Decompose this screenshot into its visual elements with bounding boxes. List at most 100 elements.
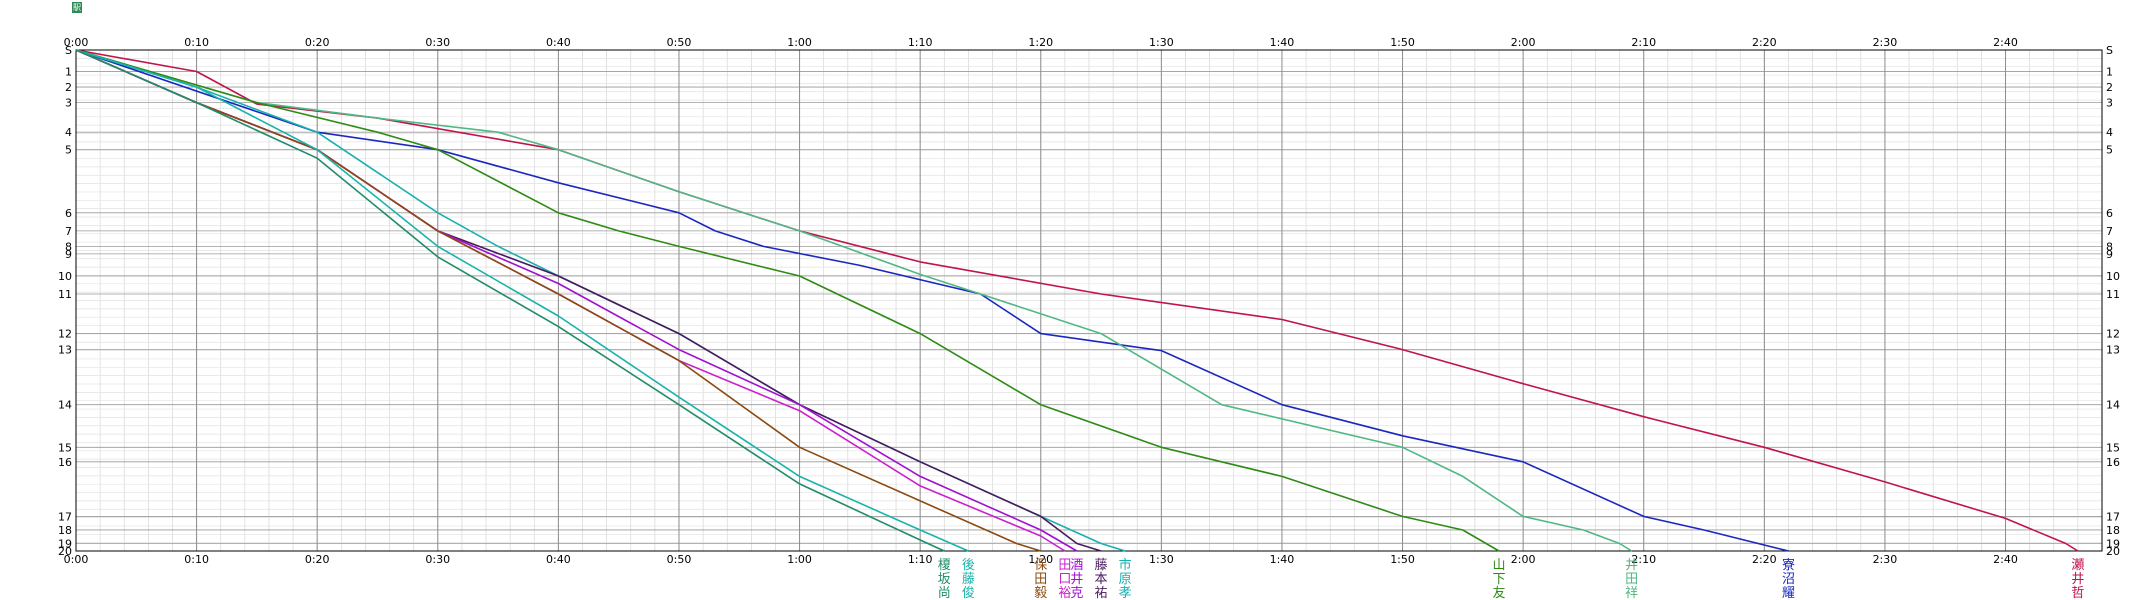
x-tick-label-bottom: 1:30 [1149,553,1174,566]
y-tick-label-left: 1 [65,66,72,79]
y-tick-label-left: 18 [58,524,72,537]
x-tick-label-top: 2:20 [1752,36,1777,49]
y-tick-label-left: 9 [65,248,72,261]
y-tick-label-left: S [65,44,72,57]
x-tick-label-top: 1:30 [1149,36,1174,49]
legend-entry: 山下友 [1493,558,1506,600]
y-tick-label-left: 11 [58,288,72,301]
y-tick-label-right: 6 [2106,207,2113,220]
x-tick-label-bottom: 1:00 [787,553,812,566]
x-tick-label-bottom: 1:20 [1028,553,1053,566]
series-lines [75,49,2079,552]
legend-entry: 寮沼耀 [1782,557,1795,600]
y-tick-label-left: 16 [58,456,72,469]
y-tick-label-right: 2 [2106,81,2113,94]
series-line [75,49,945,552]
series-line [75,49,969,552]
y-tick-label-right: 14 [2106,399,2120,412]
y-tick-label-left: 8 [65,240,72,253]
y-tick-label-left: 13 [58,344,72,357]
y-tick-label-left: 20 [58,545,72,558]
y-tick-label-right: 13 [2106,344,2120,357]
y-tick-label-left: 6 [65,207,72,220]
y-tick-label-right: 4 [2106,126,2113,139]
y-tick-label-left: 2 [65,81,72,94]
y-tick-label-right: 1 [2106,66,2113,79]
x-tick-label-bottom: 1:50 [1390,553,1415,566]
x-tick-label-top: 0:00 [64,36,89,49]
x-axis-top: 0:00 0:10 0:20 0:30 0:40 0:50 1:00 1:10 1:20 1:30… [64,36,2018,49]
header-badge: 駅 [72,2,82,13]
y-tick-label-right: 11 [2106,288,2120,301]
x-tick-label-top: 2:10 [1631,36,1656,49]
legend-entry: 酒井克 [1070,558,1083,600]
x-tick-label-bottom: 0:30 [425,553,450,566]
legend-entry: 瀬井哲 [2071,558,2084,600]
x-tick-label-bottom: 0:10 [184,553,209,566]
major-grid [75,50,2007,551]
x-tick-label-top: 1:10 [908,36,933,49]
y-tick-label-left: 19 [58,537,72,550]
y-tick-label-left: 12 [58,328,72,341]
legend-entry: 藤本祐 [1095,558,1108,600]
x-tick-label-top: 1:20 [1028,36,1053,49]
x-tick-label-bottom: 2:40 [1993,553,2018,566]
y-tick-label-right: 9 [2106,248,2113,261]
x-tick-label-top: 0:40 [546,36,571,49]
x-tick-label-top: 0:50 [667,36,692,49]
y-tick-label-left: 15 [58,441,72,454]
y-tick-label-left: 10 [58,270,72,283]
y-tick-label-left: 7 [65,225,72,238]
x-tick-label-top: 1:50 [1390,36,1415,49]
x-tick-label-top: 0:30 [425,36,450,49]
x-tick-label-bottom: 2:10 [1631,553,1656,566]
series-line [75,49,1042,552]
legend-entry: 保田毅 [1034,558,1047,600]
x-tick-label-top: 1:00 [787,36,812,49]
x-tick-label-bottom: 0:00 [64,553,89,566]
x-tick-label-bottom: 0:20 [305,553,330,566]
y-tick-label-right: 19 [2106,537,2120,550]
legend-entry: 井田祥 [1625,558,1638,600]
y-tick-label-left: 14 [58,399,72,412]
y-tick-label-right: 17 [2106,510,2120,523]
x-tick-label-top: 2:00 [1511,36,1536,49]
y-tick-label-right: 16 [2106,456,2120,469]
series-line [75,49,1633,552]
x-axis-bottom: 0:00 0:10 0:20 0:30 0:40 0:50 1:00 1:10 1:20 1:30… [64,553,2018,566]
plot-frame [75,49,2103,552]
y-tick-label-right: 20 [2106,545,2120,558]
y-tick-label-left: 5 [65,144,72,157]
x-tick-label-bottom: 2:20 [1752,553,1777,566]
x-tick-label-bottom: 1:10 [908,553,933,566]
legend-entry: 市原孝 [1119,557,1132,600]
y-tick-label-left: 17 [58,510,72,523]
x-tick-label-bottom: 2:30 [1873,553,1898,566]
y-tick-label-right: 10 [2106,270,2120,283]
x-tick-label-bottom: 0:40 [546,553,571,566]
series-line [75,49,1500,552]
y-tick-label-right: 15 [2106,441,2120,454]
x-tick-label-top: 1:40 [1270,36,1295,49]
y-tick-label-right: S [2106,44,2113,57]
x-tick-label-top: 0:20 [305,36,330,49]
x-tick-label-bottom: 2:00 [1511,553,1536,566]
y-tick-label-right: 3 [2106,97,2113,110]
y-tick-label-right: 7 [2106,225,2113,238]
y-tick-label-right: 12 [2106,328,2120,341]
x-tick-label-top: 2:30 [1873,36,1898,49]
x-tick-label-bottom: 0:50 [667,553,692,566]
minor-grid [75,50,2103,551]
y-tick-label-left: 4 [65,126,72,139]
y-tick-label-right: 5 [2106,144,2113,157]
x-tick-label-top: 2:40 [1993,36,2018,49]
legend-entry: 後藤俊 [962,558,975,600]
x-tick-label-bottom: 1:40 [1270,553,1295,566]
legend-entry: 榎坂尚 [938,558,951,600]
legend-entry: 田口裕 [1058,558,1071,600]
y-tick-label-right: 8 [2106,240,2113,253]
